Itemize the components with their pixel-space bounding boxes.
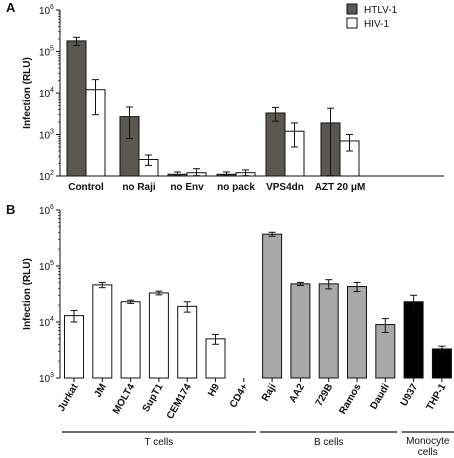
panel-a-y-tick-label: 10 [39, 131, 51, 142]
panel-b-bar [403, 301, 424, 379]
panel-a-y-tick-label: 10 [39, 172, 51, 183]
panel-b-category-label: Ramos [337, 382, 363, 417]
panel-b-category-label: MOLT4 [111, 382, 137, 417]
panel-b-y-tick-label: 10 [39, 318, 51, 329]
panel-b-bar [120, 301, 141, 379]
panel-b-bar [290, 283, 311, 379]
panel-a-y-axis-title: Infection (RLU) [22, 57, 33, 129]
panel-a-y-tick-exponent: 3 [50, 129, 54, 136]
panel-b-y-tick-exponent: 4 [50, 316, 54, 323]
panel-a-category-label: no Env [170, 182, 204, 193]
legend-label-hiv1: HIV-1 [364, 19, 389, 30]
panel-b-y-tick-label: 10 [39, 262, 51, 273]
panel-b-y-tick-exponent: 6 [50, 204, 54, 211]
panel-a-y-tick-exponent: 5 [50, 46, 54, 53]
panel-b-bar [177, 305, 198, 379]
group-label: B cells [314, 437, 343, 448]
panel-a-category-label: Control [68, 182, 104, 193]
panel-a-category-label: AZT 20 μM [315, 182, 366, 193]
panel-b-category-label: THP-1 [425, 382, 449, 413]
panel-a-y-tick-label: 10 [39, 48, 51, 59]
panel-b-category-label: AA2 [287, 382, 307, 405]
panel-a-bar-htlv1 [66, 40, 87, 177]
legend-swatch-hiv1 [346, 17, 358, 29]
panel-a-y-tick-label: 10 [39, 89, 51, 100]
panel-b-bar [318, 283, 339, 379]
panel-b-y-axis-title: Infection (RLU) [22, 258, 33, 330]
panel-a-category-label: VPS4dn [266, 182, 304, 193]
legend-swatch-htlv1 [346, 3, 358, 15]
panel-b-y-tick-exponent: 3 [50, 372, 54, 379]
panel-b-category-label: CD4+ [228, 382, 251, 410]
legend-label-htlv1: HTLV-1 [364, 5, 398, 16]
group-label: T cells [145, 437, 174, 448]
group-label-monocyte: Monocyte [406, 436, 450, 447]
panel-a-category-label: no Raji [122, 182, 156, 193]
panel-b-category-label: Jurkat [56, 381, 81, 413]
panel-a-y-tick-label: 10 [39, 6, 51, 17]
panel-letter-b: B [6, 202, 15, 217]
panel-b-bar [431, 348, 452, 379]
panel-b-bar [347, 286, 367, 379]
panel-b-category-label: SupT1 [141, 382, 166, 414]
panel-b-category-label: H9 [206, 382, 222, 399]
panel-b-category-label: CEM174 [165, 382, 194, 422]
group-label-monocyte: cells [418, 447, 438, 458]
panel-b-category-label: Raji [260, 382, 279, 404]
panel-b-y-tick-label: 10 [39, 206, 51, 217]
panel-a-y-tick-exponent: 2 [50, 170, 54, 177]
panel-b-bar [148, 292, 169, 379]
panel-b-category-label: JM [92, 382, 108, 400]
panel-b-bar [262, 233, 283, 379]
panel-b-category-label: Daudi [368, 382, 392, 412]
panel-b-bar [92, 284, 113, 379]
panel-a-y-tick-exponent: 4 [50, 87, 54, 94]
panel-a-bar-htlv1 [265, 112, 286, 177]
panel-b-category-label: U937 [399, 382, 421, 409]
panel-a-y-tick-exponent: 6 [50, 4, 54, 11]
panel-b-y-tick-label: 10 [39, 374, 51, 385]
panel-b-y-tick-exponent: 5 [50, 260, 54, 267]
panel-letter-a: A [6, 0, 16, 15]
panel-b-bar [64, 315, 84, 379]
panel-a-category-label: no pack [217, 182, 255, 193]
panel-b-category-label: 729B [314, 382, 335, 408]
